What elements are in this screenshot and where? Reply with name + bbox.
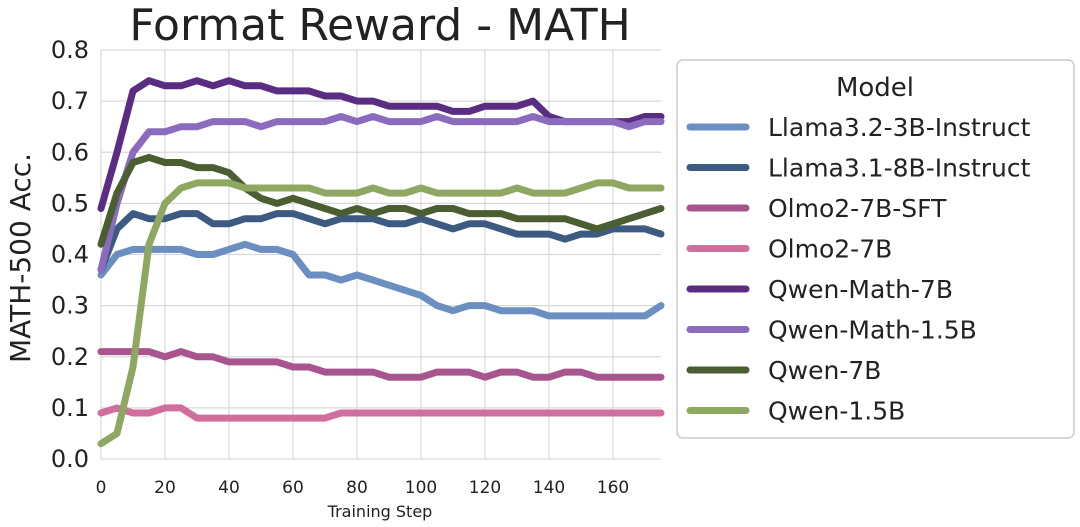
legend: Model Llama3.2-3B-Instruct Llama3.1-8B-In… (676, 59, 1075, 439)
legend-label: Qwen-Math-1.5B (768, 316, 977, 345)
legend-label: Llama3.2-3B-Instruct (768, 113, 1031, 142)
x-tick-label: 40 (218, 478, 240, 498)
legend-label: Qwen-Math-7B (768, 275, 953, 304)
x-tick-label: 140 (533, 478, 565, 498)
legend-label: Qwen-1.5B (768, 397, 905, 426)
series-line-qwen-7b (97, 153, 665, 248)
series-line-qwen-math-1-5b (97, 113, 665, 274)
y-tick-label: 0.0 (51, 445, 89, 473)
x-tick-label: 60 (282, 478, 304, 498)
series-line-olmo2-7b-sft (97, 348, 665, 381)
y-axis-label: MATH-500 Acc. (4, 153, 37, 363)
legend-title: Model (836, 73, 914, 103)
x-axis-label: Training Step (327, 502, 433, 521)
legend-label: Olmo2-7B (768, 235, 892, 264)
legend-label: Olmo2-7B-SFT (768, 194, 947, 223)
plot-series (97, 77, 665, 448)
grid (100, 49, 661, 460)
x-tick-label: 0 (96, 478, 107, 498)
y-tick-label: 0.5 (51, 189, 89, 217)
y-tick-label: 0.2 (51, 343, 89, 371)
x-tick-label: 100 (405, 478, 437, 498)
y-axis-ticks: 0.0 0.1 0.2 0.3 0.4 0.5 0.6 0.7 0.8 (51, 36, 89, 473)
x-tick-label: 160 (597, 478, 629, 498)
x-tick-label: 120 (469, 478, 501, 498)
y-tick-label: 0.7 (51, 87, 89, 115)
y-tick-label: 0.3 (51, 292, 89, 320)
x-tick-label: 20 (154, 478, 176, 498)
series-line-llama3-2-3b-instruct (97, 240, 665, 320)
legend-label: Qwen-7B (768, 356, 881, 385)
x-tick-label: 80 (346, 478, 368, 498)
series-line-olmo2-7b (97, 404, 665, 422)
series-line-qwen-1-5b (97, 179, 665, 448)
legend-items: Llama3.2-3B-Instruct Llama3.1-8B-Instruct… (686, 113, 1031, 426)
y-tick-label: 0.1 (51, 394, 89, 422)
x-axis-ticks: 0 20 40 60 80 100 120 140 160 (96, 478, 630, 498)
series-line-llama3-1-8b-instruct (97, 210, 665, 274)
chart-title: Format Reward - MATH (129, 0, 630, 51)
y-tick-label: 0.4 (51, 241, 89, 269)
y-tick-label: 0.8 (51, 36, 89, 64)
legend-box (676, 59, 1075, 439)
y-tick-label: 0.6 (51, 138, 89, 166)
legend-label: Llama3.1-8B-Instruct (768, 154, 1031, 183)
